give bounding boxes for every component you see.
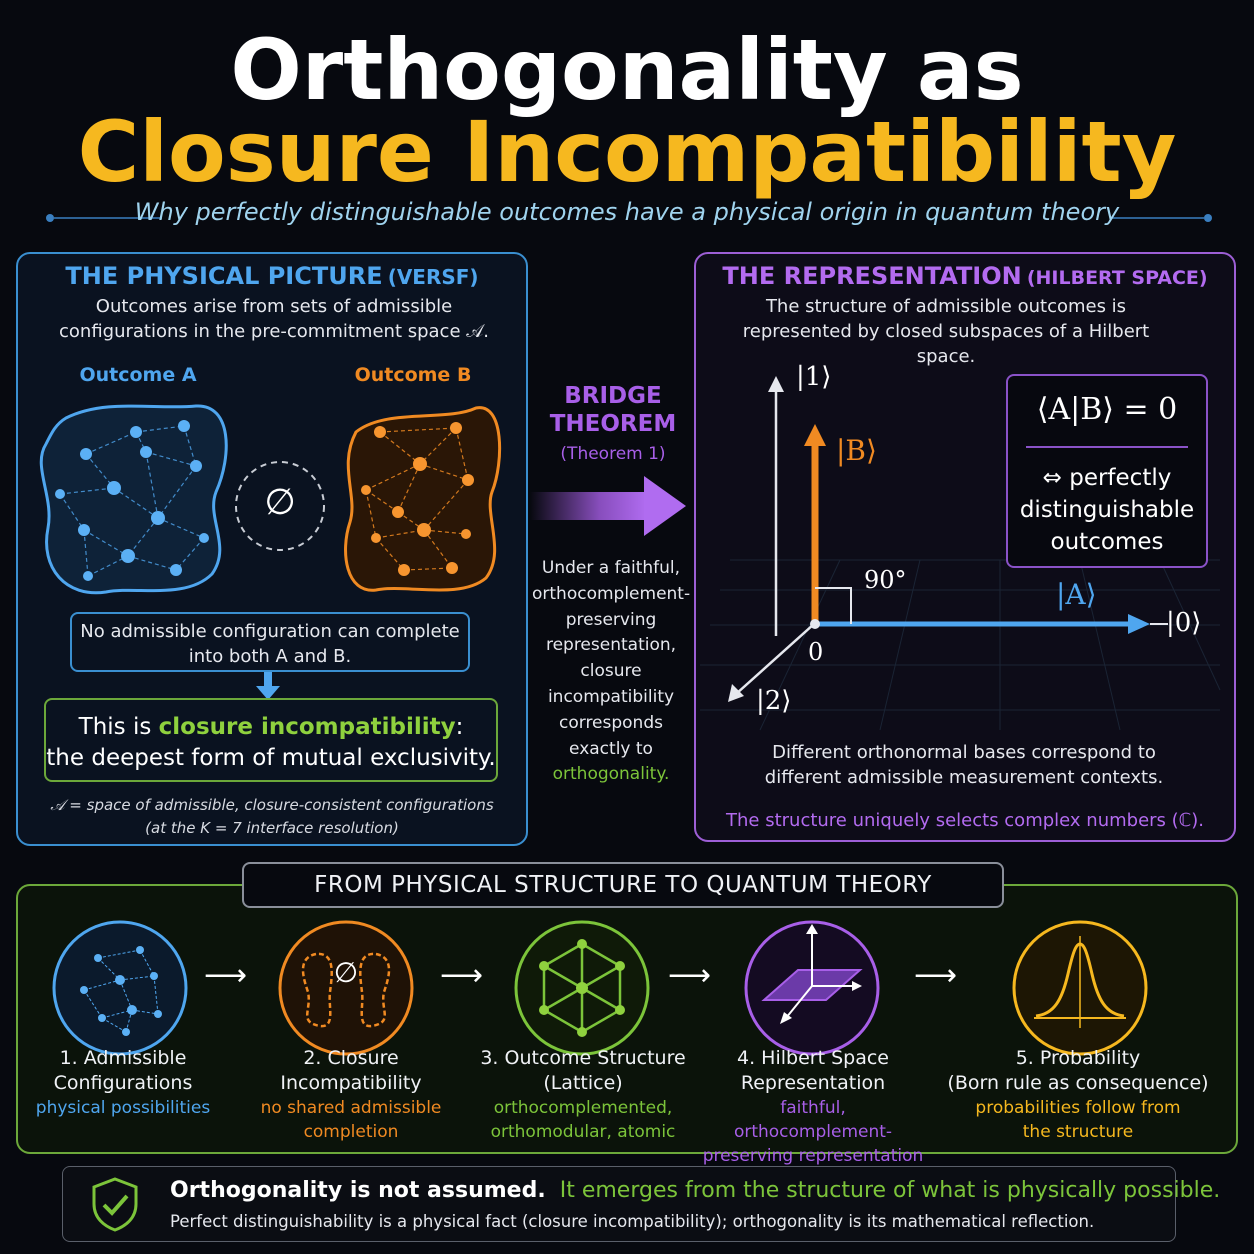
bridge-highlight: orthogonality. (552, 764, 670, 785)
bridge-text-line: representation, (545, 635, 677, 656)
conclusion-headline: Orthogonality is not assumed. It emerges… (170, 1178, 1221, 1203)
bridge-text-line: Under a faithful, (541, 558, 681, 578)
physical-picture-heading: THE PHYSICAL PICTURE (VERSF) (65, 262, 479, 290)
bridge-explanation: Under a faithful, orthocomplement-preserv… (532, 556, 690, 788)
origin-label: 0 (808, 638, 824, 666)
footnote-line-2: (at the K = 7 interface resolution) (145, 819, 399, 837)
step-1-label: 1. Admissible Configurations physical po… (35, 1047, 211, 1118)
subtitle: Why perfectly distinguishable outcomes h… (134, 198, 1120, 226)
step-3-label: 3. Outcome Structure (Lattice) orthocomp… (480, 1047, 686, 1142)
vector-b-label: |B⟩ (836, 434, 877, 467)
conclusion-detail: Perfect distinguishability is a physical… (170, 1212, 1095, 1231)
step-5-label: 5. Probability (Born rule as consequence… (947, 1047, 1209, 1142)
title-line-1: Orthogonality as (230, 21, 1024, 119)
admissible-configurations-icon (52, 920, 188, 1056)
bridge-theorem-title: BRIDGE THEOREM (549, 383, 677, 437)
bridge-arrow-icon (530, 476, 686, 536)
representation-intro: The structure of admissible outcomes is … (742, 296, 1150, 367)
complex-numbers-note: The structure uniquely selects complex n… (726, 810, 1204, 831)
outcome-b-network (344, 406, 502, 592)
outcome-b-label: Outcome B (354, 364, 472, 386)
closure-incompatibility-icon (278, 920, 414, 1056)
equiv-line: ⇔ perfectly (1042, 465, 1172, 491)
pipeline-arrow-3: ⟶ (668, 958, 712, 993)
inner-product-equation: ⟨A|B⟩ = 0 (1036, 392, 1178, 427)
step-4-label: 4. Hilbert Space Representation faithful… (702, 1047, 924, 1166)
physical-picture-intro: Outcomes arise from sets of admissible c… (59, 296, 489, 342)
bridge-text-line: exactly to (569, 738, 653, 759)
lattice-icon (514, 920, 650, 1056)
pipeline-heading: FROM PHYSICAL STRUCTURE TO QUANTUM THEOR… (242, 862, 1004, 908)
empty-set-symbol: ∅ (264, 482, 296, 523)
outcome-a-network (39, 404, 228, 595)
bridge-theorem-subtitle: (Theorem 1) (560, 444, 666, 464)
equiv-line: outcomes (1050, 529, 1164, 555)
bridge-text-line: incompatibility (547, 686, 675, 707)
probability-curve-icon (1012, 920, 1148, 1056)
down-arrow-icon (256, 672, 280, 700)
conclusion-box (62, 1166, 1176, 1242)
pipeline-arrow-1: ⟶ (204, 958, 248, 993)
vector-a-label: |A⟩ (1056, 578, 1097, 611)
equiv-line: distinguishable (1019, 497, 1195, 523)
title-line-2: Closure Incompatibility (77, 103, 1177, 201)
distinguishable-note: ⇔ perfectly distinguishable outcomes (1006, 462, 1208, 558)
axis-1-label: |1⟩ (796, 362, 832, 392)
closure-incompatibility-box: This is closure incompatibility: the dee… (44, 698, 498, 782)
footnote-line-1: 𝒜 = space of admissible, closure-consist… (50, 796, 494, 814)
bridge-text-line: corresponds (559, 712, 663, 733)
bridge-text-line: orthocomplement- (532, 583, 691, 604)
step-2-label: 2. Closure Incompatibility no shared adm… (260, 1047, 442, 1142)
closure-empty-set-symbol: ∅ (333, 956, 359, 989)
axis-0-label: |0⟩ (1166, 608, 1202, 638)
empty-set-circle (235, 461, 325, 551)
angle-label: 90° (864, 566, 907, 594)
inner-product-box (1006, 374, 1208, 568)
shield-check-icon (92, 1177, 138, 1232)
hilbert-space-icon (744, 920, 880, 1056)
pipeline-arrow-2: ⟶ (440, 958, 484, 993)
bases-note: Different orthonormal bases correspond t… (764, 742, 1164, 788)
axis-2-label: |2⟩ (756, 686, 792, 716)
pipeline-arrow-4: ⟶ (914, 958, 958, 993)
bridge-text-line: preserving (565, 609, 657, 630)
outcome-a-label: Outcome A (79, 364, 197, 386)
inner-product-divider (1026, 446, 1188, 448)
bridge-text-line: closure (580, 661, 642, 682)
representation-heading: THE REPRESENTATION (HILBERT SPACE) (722, 262, 1208, 290)
no-completion-box: No admissible configuration can complete… (70, 612, 470, 672)
subtitle-rule (46, 214, 1212, 222)
